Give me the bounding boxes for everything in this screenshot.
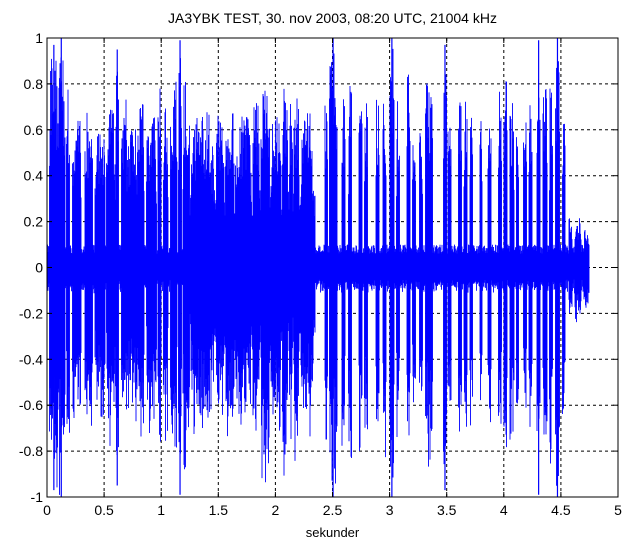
y-tick-label: -0.2 bbox=[19, 305, 43, 321]
x-tick-labels: 0 0.5 1 1.5 2 2.5 3 3.5 4 4.5 5 bbox=[43, 502, 622, 518]
y-tick-label: 0.2 bbox=[24, 214, 44, 230]
x-tick-label: 0 bbox=[43, 502, 51, 518]
x-tick-label: 1 bbox=[157, 502, 165, 518]
ticks bbox=[46, 37, 619, 498]
x-tick-label: 0.5 bbox=[94, 502, 114, 518]
y-tick-label: 1 bbox=[35, 30, 43, 46]
chart-title: JA3YBK TEST, 30. nov 2003, 08:20 UTC, 21… bbox=[168, 10, 497, 26]
x-tick-label: 1.5 bbox=[209, 502, 229, 518]
x-tick-label: 2.5 bbox=[323, 502, 343, 518]
y-tick-label: 0.4 bbox=[24, 168, 44, 184]
x-tick-label: 2 bbox=[272, 502, 280, 518]
y-tick-label: -0.8 bbox=[19, 443, 43, 459]
x-tick-label: 3 bbox=[386, 502, 394, 518]
y-tick-label: 0.8 bbox=[24, 76, 44, 92]
x-tick-label: 5 bbox=[614, 502, 622, 518]
waveform-signal bbox=[46, 38, 590, 497]
y-tick-label: -0.6 bbox=[19, 397, 43, 413]
y-tick-label: -1 bbox=[31, 489, 44, 505]
x-tick-label: 4 bbox=[500, 502, 508, 518]
x-tick-label: 4.5 bbox=[551, 502, 571, 518]
y-tick-labels: 1 0.8 0.6 0.4 0.2 0 -0.2 -0.4 -0.6 -0.8 -1 bbox=[19, 30, 43, 505]
y-tick-label: -0.4 bbox=[19, 351, 43, 367]
x-axis-label: sekunder bbox=[306, 525, 360, 540]
y-tick-label: 0.6 bbox=[24, 122, 44, 138]
y-tick-label: 0 bbox=[35, 260, 43, 276]
x-tick-label: 3.5 bbox=[437, 502, 457, 518]
